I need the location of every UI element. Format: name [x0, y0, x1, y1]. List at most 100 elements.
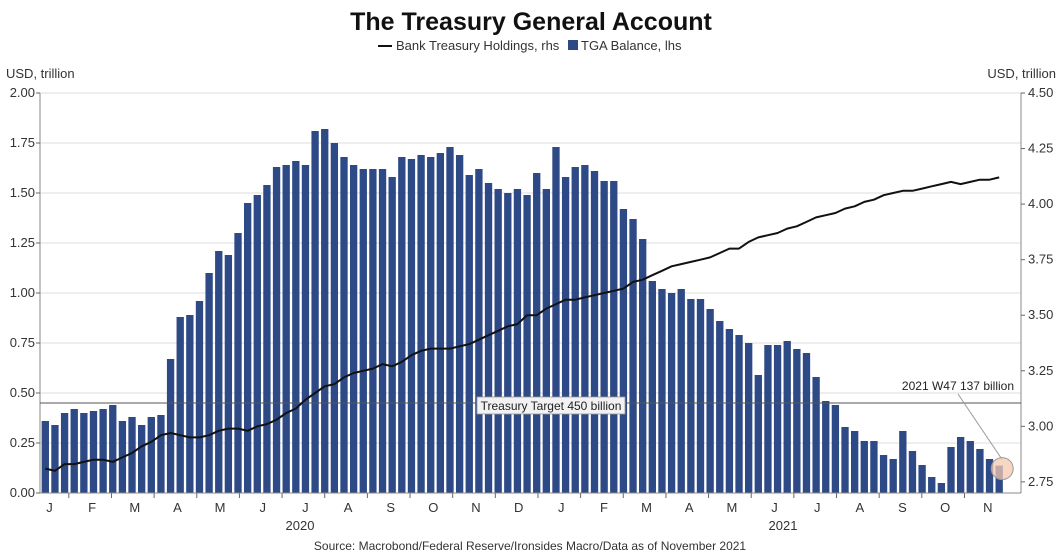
tga-bar	[552, 147, 560, 493]
tga-bar	[802, 353, 811, 493]
x-month-label: M	[215, 500, 226, 515]
tga-bar	[619, 209, 628, 493]
x-month-label: J	[771, 500, 778, 515]
tga-bar	[359, 169, 367, 493]
left-tick-label: 2.00	[10, 85, 35, 100]
tga-bar	[388, 177, 396, 493]
tga-bar	[918, 465, 926, 493]
right-tick-label: 4.25	[1028, 141, 1053, 156]
tga-bar	[70, 409, 78, 493]
latest-value-label: 2021 W47 137 billion	[902, 379, 1014, 393]
tga-bar	[850, 431, 859, 493]
tga-bar	[928, 477, 936, 493]
x-year-label-2020: 2020	[286, 518, 315, 533]
tga-bar	[282, 165, 290, 493]
right-tick-label: 4.50	[1028, 85, 1053, 100]
x-month-label: M	[726, 500, 737, 515]
tga-bar	[369, 169, 377, 493]
tga-bar	[253, 195, 261, 493]
legend: Bank Treasury Holdings, rhs TGA Balance,…	[378, 38, 682, 53]
tga-bar	[301, 165, 310, 493]
left-axis-ticks: 0.00 0.25 0.50 0.75 1.00 1.25 1.50 1.75 2.00	[10, 85, 40, 500]
left-tick-label: 1.25	[10, 235, 35, 250]
tga-bar	[475, 169, 483, 493]
x-month-label: J	[814, 500, 821, 515]
tga-bar	[60, 413, 69, 493]
tga-bar	[687, 299, 695, 493]
tga-bar	[985, 459, 994, 493]
tga-bar	[639, 239, 647, 493]
tga-bar	[590, 171, 599, 493]
tga-bar	[523, 195, 531, 493]
tga-bar	[571, 167, 579, 493]
tga-bar	[311, 131, 319, 493]
tga-bar	[908, 451, 917, 493]
tga-bar	[696, 299, 705, 493]
tga-bar	[610, 181, 618, 493]
tga-bar	[629, 219, 637, 493]
x-month-label: N	[983, 500, 992, 515]
tga-bar	[879, 455, 888, 493]
x-month-label: J	[46, 500, 53, 515]
x-month-label: J	[558, 500, 565, 515]
treasury-target-label-group: Treasury Target 450 billion	[476, 396, 626, 415]
tga-bar	[349, 165, 358, 493]
x-year-label-2021: 2021	[769, 518, 798, 533]
tga-bar	[937, 483, 946, 493]
annotation-highlight-circle	[990, 457, 1014, 481]
tga-bar	[455, 155, 464, 493]
tga-bar	[976, 449, 984, 493]
tga-bar	[706, 309, 714, 493]
tga-bar	[677, 289, 685, 493]
tga-bar	[648, 281, 656, 493]
left-tick-label: 1.50	[10, 185, 35, 200]
tga-bar	[234, 233, 242, 493]
left-tick-label: 0.25	[10, 435, 35, 450]
x-month-label: O	[940, 500, 950, 515]
tga-bar	[860, 441, 868, 493]
tga-bar	[157, 415, 165, 493]
right-axis-label: USD, trillion	[987, 66, 1056, 81]
left-axis-label: USD, trillion	[6, 66, 75, 81]
left-tick-label: 0.50	[10, 385, 35, 400]
tga-bar	[841, 427, 849, 493]
tga-bar	[899, 431, 907, 493]
bank-holdings-line	[45, 176, 1000, 472]
latest-value-annotation: 2021 W47 137 billion	[902, 379, 1014, 481]
tga-bar	[166, 359, 175, 493]
right-tick-label: 3.25	[1028, 363, 1053, 378]
tga-bar	[205, 273, 213, 493]
tga-bar	[667, 293, 676, 493]
tga-bar	[292, 161, 300, 493]
tga-bar	[176, 317, 184, 493]
tga-bar	[417, 155, 425, 493]
tga-bar	[658, 289, 666, 493]
x-month-label: S	[898, 500, 907, 515]
right-tick-label: 3.00	[1028, 418, 1053, 433]
tga-bar	[446, 147, 454, 493]
source-note: Source: Macrobond/Federal Reserve/Ironsi…	[314, 539, 747, 553]
right-tick-label: 4.00	[1028, 196, 1053, 211]
tga-bar	[966, 441, 974, 493]
tga-bar	[378, 169, 387, 493]
left-tick-label: 0.00	[10, 485, 35, 500]
tga-bar	[600, 181, 608, 493]
right-tick-label: 2.75	[1028, 474, 1053, 489]
x-month-label: A	[344, 500, 353, 515]
tga-bar	[215, 251, 223, 493]
tga-bar	[822, 401, 830, 493]
bank-holdings-series	[45, 176, 1000, 472]
x-month-label: M	[129, 500, 140, 515]
tga-bar	[735, 335, 743, 493]
x-month-label: N	[471, 500, 480, 515]
tga-bar	[542, 189, 550, 493]
left-tick-label: 1.75	[10, 135, 35, 150]
tga-bar	[321, 129, 329, 493]
right-tick-label: 3.50	[1028, 307, 1053, 322]
tga-bar	[793, 349, 801, 493]
tga-bar	[484, 183, 493, 493]
tga-bar	[581, 165, 589, 493]
x-month-label: S	[386, 500, 395, 515]
tga-bar	[870, 441, 878, 493]
